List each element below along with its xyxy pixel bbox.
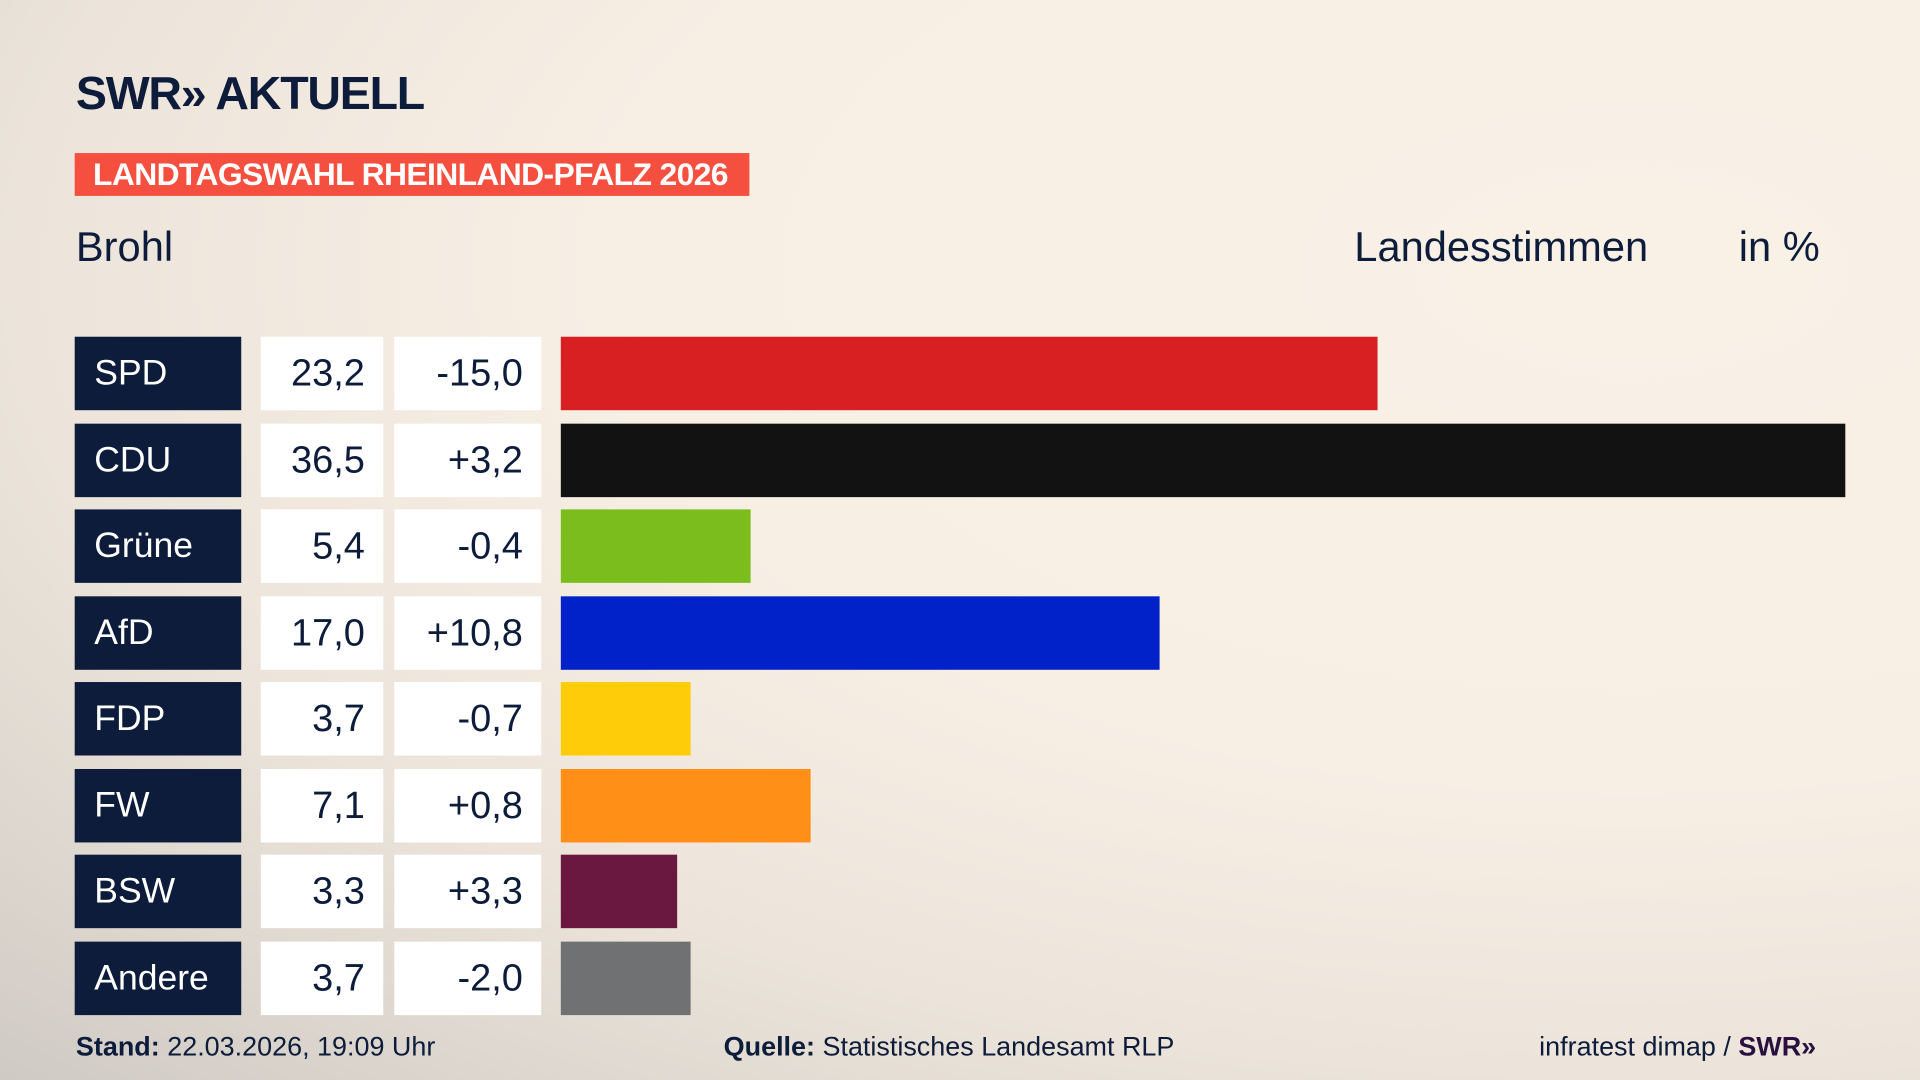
swr-aktuell-logo: SWR» AKTUELL	[75, 68, 425, 121]
party-label: Grüne	[74, 509, 242, 583]
source-label: Quelle:	[723, 1031, 815, 1062]
bar	[560, 423, 1846, 497]
change-label: -0,4	[394, 509, 542, 583]
value-label: 3,7	[260, 941, 384, 1015]
bar	[560, 336, 1378, 411]
change-label: -2,0	[394, 941, 542, 1015]
value-label: 3,3	[260, 854, 384, 929]
credit-text: infratest dimap /	[1539, 1031, 1739, 1062]
value-label: 23,2	[260, 336, 384, 411]
value-label: 3,7	[260, 682, 384, 756]
value-label: 5,4	[260, 509, 384, 583]
change-label: -15,0	[394, 336, 542, 411]
party-label: FDP	[74, 682, 242, 756]
change-label: +0,8	[394, 768, 542, 842]
stand-label: Stand:	[75, 1031, 160, 1062]
change-label: +3,3	[394, 854, 542, 929]
credit: infratest dimap / SWR»	[1539, 1031, 1816, 1063]
party-label: Andere	[74, 941, 242, 1015]
bar	[560, 941, 692, 1015]
unit-label: in %	[1738, 224, 1820, 271]
stand-value: 22.03.2026, 19:09 Uhr	[167, 1031, 436, 1062]
party-label: AfD	[74, 595, 242, 670]
value-label: 7,1	[260, 768, 384, 842]
bar	[560, 509, 751, 583]
place-title: Brohl	[75, 224, 174, 271]
party-label: FW	[74, 768, 242, 842]
party-label: CDU	[74, 423, 242, 497]
value-label: 36,5	[260, 423, 384, 497]
party-label: BSW	[74, 854, 242, 929]
change-label: +3,2	[394, 423, 542, 497]
party-label: SPD	[74, 336, 242, 411]
bar	[560, 595, 1160, 670]
swr-logo: SWR»	[1738, 1031, 1817, 1062]
change-label: +10,8	[394, 595, 542, 670]
bar	[560, 854, 677, 929]
timestamp: Stand: 22.03.2026, 19:09 Uhr	[76, 1031, 435, 1063]
source: Quelle: Statistisches Landesamt RLP	[724, 1031, 1175, 1063]
value-label: 17,0	[260, 595, 384, 670]
election-banner: LANDTAGSWAHL RHEINLAND-PFALZ 2026	[74, 153, 750, 196]
source-value: Statistisches Landesamt RLP	[822, 1031, 1175, 1062]
bar	[560, 768, 811, 842]
change-label: -0,7	[394, 682, 542, 756]
bar	[560, 682, 692, 756]
metric-label: Landesstimmen	[1354, 224, 1649, 271]
